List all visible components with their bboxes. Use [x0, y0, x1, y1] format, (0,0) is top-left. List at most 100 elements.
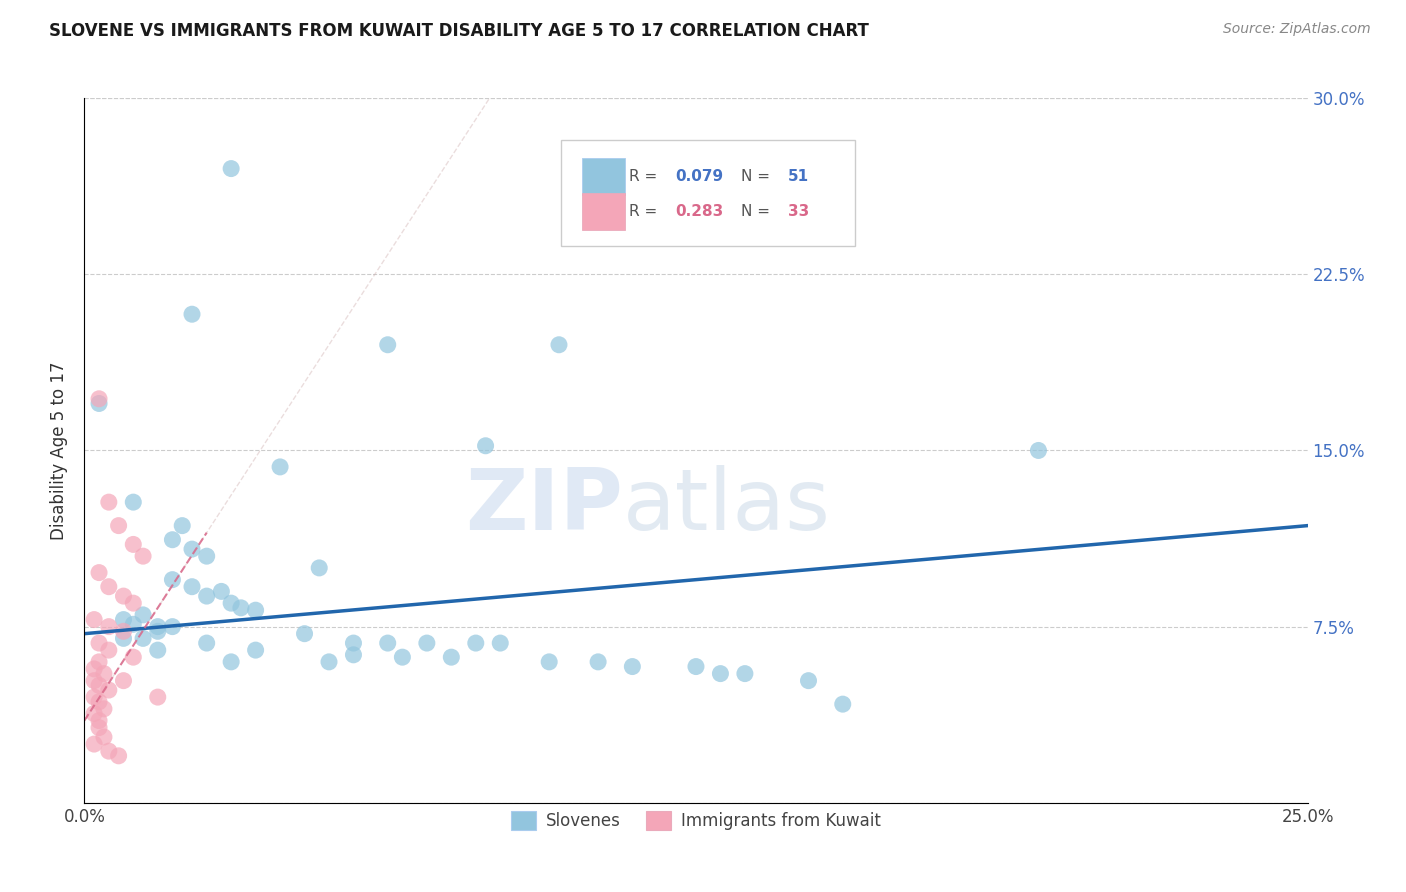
Point — [107, 748, 129, 763]
Point — [97, 744, 120, 758]
Point — [83, 662, 105, 676]
Point — [162, 533, 184, 547]
Text: 51: 51 — [787, 169, 808, 184]
Point — [181, 580, 204, 594]
Point — [97, 619, 120, 633]
Point — [83, 613, 105, 627]
Point — [87, 392, 110, 406]
Point — [97, 580, 120, 594]
Point — [107, 518, 129, 533]
Point — [112, 589, 135, 603]
Point — [83, 673, 105, 688]
Point — [229, 600, 252, 615]
Point — [474, 439, 496, 453]
Point — [87, 714, 110, 728]
Point — [440, 650, 463, 665]
Point — [586, 655, 609, 669]
Point — [181, 542, 204, 557]
Point — [294, 626, 316, 640]
Point — [219, 596, 242, 610]
Point — [195, 549, 218, 564]
Point — [122, 495, 145, 509]
FancyBboxPatch shape — [582, 158, 626, 194]
Text: Source: ZipAtlas.com: Source: ZipAtlas.com — [1223, 22, 1371, 37]
Point — [195, 589, 218, 603]
Text: SLOVENE VS IMMIGRANTS FROM KUWAIT DISABILITY AGE 5 TO 17 CORRELATION CHART: SLOVENE VS IMMIGRANTS FROM KUWAIT DISABI… — [49, 22, 869, 40]
Point — [709, 666, 731, 681]
Point — [87, 655, 110, 669]
Point — [97, 683, 120, 698]
Point — [308, 561, 330, 575]
FancyBboxPatch shape — [582, 194, 626, 230]
Point — [391, 650, 413, 665]
Point — [621, 659, 644, 673]
FancyBboxPatch shape — [561, 140, 855, 246]
Point — [377, 636, 399, 650]
Point — [464, 636, 486, 650]
Point — [209, 584, 232, 599]
Point — [93, 666, 115, 681]
Point — [489, 636, 512, 650]
Point — [112, 613, 135, 627]
Point — [831, 697, 853, 711]
Legend: Slovenes, Immigrants from Kuwait: Slovenes, Immigrants from Kuwait — [505, 805, 887, 837]
Text: N =: N = — [741, 169, 775, 184]
Point — [97, 495, 120, 509]
Point — [87, 396, 110, 410]
Point — [112, 624, 135, 639]
Text: 0.283: 0.283 — [675, 204, 724, 219]
Text: N =: N = — [741, 204, 775, 219]
Point — [162, 619, 184, 633]
Point — [93, 730, 115, 744]
Point — [797, 673, 820, 688]
Point — [146, 690, 169, 705]
Point — [734, 666, 756, 681]
Point — [112, 632, 135, 646]
Point — [538, 655, 561, 669]
Point — [93, 702, 115, 716]
Point — [146, 643, 169, 657]
Point — [219, 161, 242, 176]
Point — [172, 518, 194, 533]
Point — [162, 573, 184, 587]
Point — [87, 695, 110, 709]
Point — [122, 596, 145, 610]
Text: ZIP: ZIP — [465, 466, 623, 549]
Point — [112, 673, 135, 688]
Point — [181, 307, 204, 321]
Point — [122, 537, 145, 551]
Y-axis label: Disability Age 5 to 17: Disability Age 5 to 17 — [51, 361, 69, 540]
Point — [132, 549, 155, 564]
Text: 33: 33 — [787, 204, 808, 219]
Point — [342, 648, 364, 662]
Point — [87, 566, 110, 580]
Point — [685, 659, 707, 673]
Point — [83, 737, 105, 751]
Point — [83, 690, 105, 705]
Point — [219, 655, 242, 669]
Point — [377, 337, 399, 351]
Point — [548, 337, 571, 351]
Point — [342, 636, 364, 650]
Text: 0.079: 0.079 — [675, 169, 723, 184]
Point — [245, 603, 267, 617]
Point — [122, 617, 145, 632]
Point — [87, 678, 110, 692]
Point — [146, 624, 169, 639]
Point — [87, 636, 110, 650]
Point — [195, 636, 218, 650]
Point — [245, 643, 267, 657]
Point — [1028, 443, 1050, 458]
Point — [146, 619, 169, 633]
Point — [97, 643, 120, 657]
Point — [83, 706, 105, 721]
Point — [132, 632, 155, 646]
Point — [122, 650, 145, 665]
Point — [269, 459, 291, 474]
Point — [132, 607, 155, 622]
Point — [318, 655, 340, 669]
Point — [87, 721, 110, 735]
Text: R =: R = — [628, 169, 662, 184]
Point — [416, 636, 439, 650]
Text: atlas: atlas — [623, 466, 831, 549]
